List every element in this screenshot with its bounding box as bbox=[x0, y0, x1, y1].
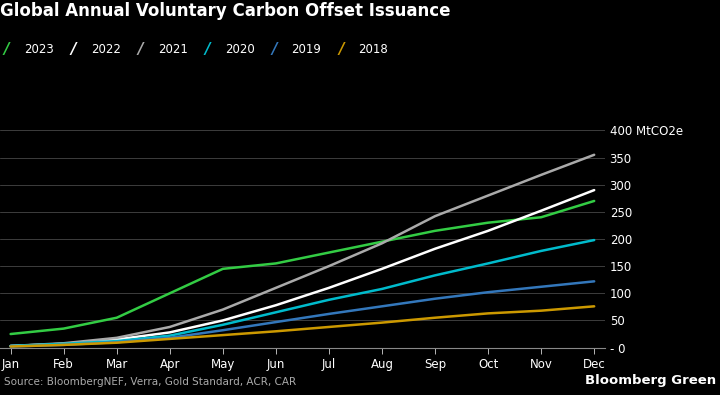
Text: 2018: 2018 bbox=[359, 43, 388, 56]
Text: Global Annual Voluntary Carbon Offset Issuance: Global Annual Voluntary Carbon Offset Is… bbox=[0, 2, 451, 20]
Text: /: / bbox=[204, 42, 210, 57]
Text: /: / bbox=[271, 42, 277, 57]
Text: 2021: 2021 bbox=[158, 43, 187, 56]
Text: /: / bbox=[138, 42, 143, 57]
Text: Source: BloombergNEF, Verra, Gold Standard, ACR, CAR: Source: BloombergNEF, Verra, Gold Standa… bbox=[4, 377, 296, 387]
Text: /: / bbox=[71, 42, 76, 57]
Text: /: / bbox=[4, 42, 9, 57]
Text: /: / bbox=[338, 42, 344, 57]
Text: 2020: 2020 bbox=[225, 43, 254, 56]
Text: 2023: 2023 bbox=[24, 43, 53, 56]
Text: 2019: 2019 bbox=[292, 43, 321, 56]
Text: Bloomberg Green: Bloomberg Green bbox=[585, 374, 716, 387]
Text: 2022: 2022 bbox=[91, 43, 120, 56]
